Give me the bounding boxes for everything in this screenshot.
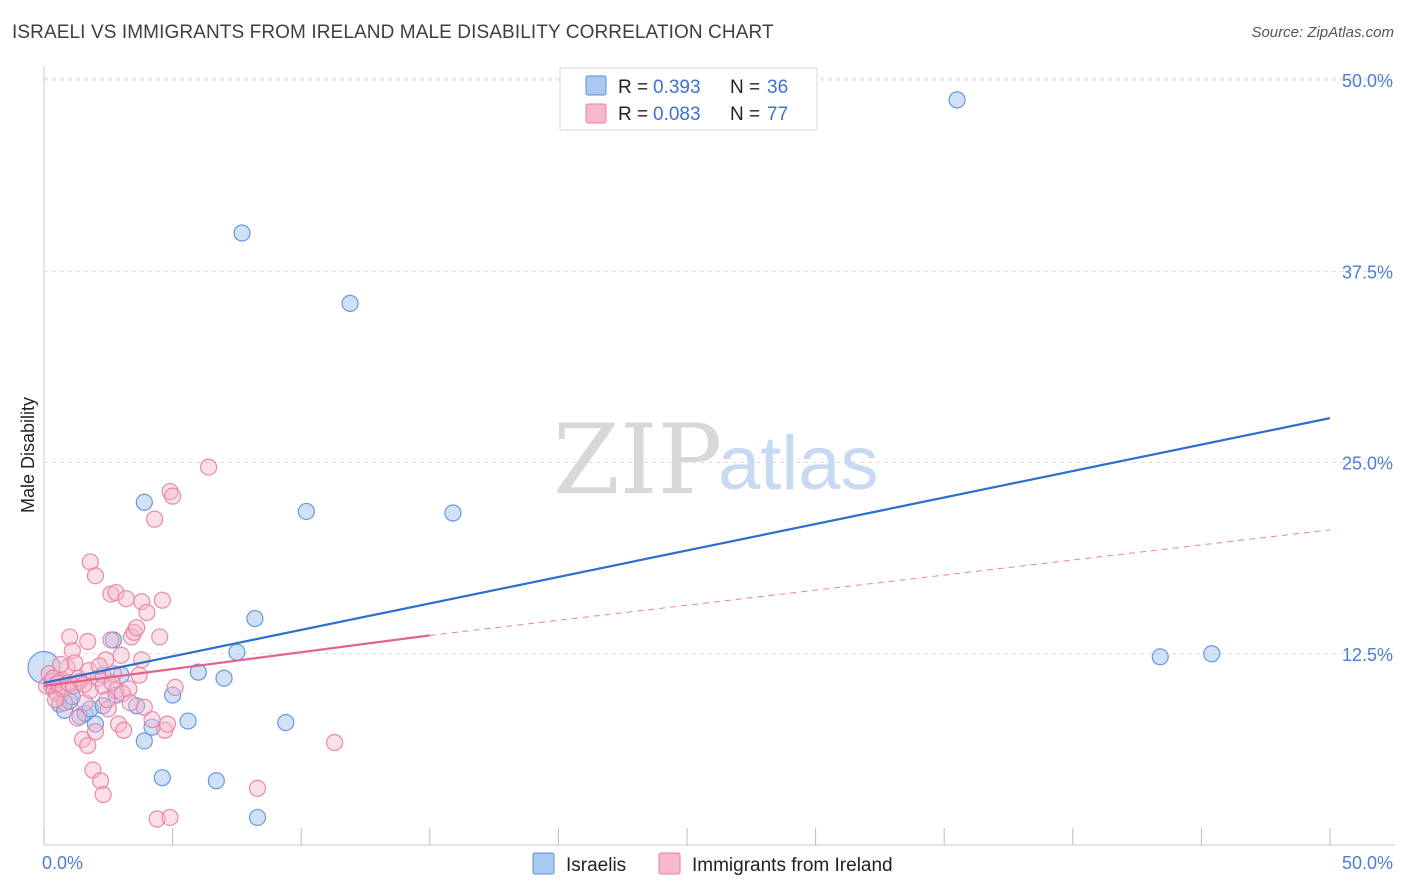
ireland-point [102, 631, 120, 649]
x-tick-label-max: 50.0% [1342, 853, 1393, 873]
legend-r-value-0: 0.393 [653, 77, 701, 98]
ireland-point [145, 510, 164, 528]
legend-n-value-0: 36 [767, 77, 788, 98]
ireland-point [133, 651, 151, 669]
israelis-point [948, 91, 966, 109]
israelis-point [341, 294, 359, 312]
ireland-point [115, 721, 133, 739]
bottom-legend: Israelis Immigrants from Ireland [532, 852, 893, 876]
israelis-point [277, 713, 295, 732]
israelis-point [215, 669, 233, 687]
ireland-point [121, 694, 139, 712]
ireland-point [151, 628, 169, 646]
ireland-point [52, 655, 70, 674]
bottom-legend-label-ireland: Immigrants from Ireland [692, 855, 893, 876]
ireland-trend-line-dashed [429, 529, 1331, 636]
ireland-point [133, 593, 151, 611]
israelis-trend-line [43, 417, 1331, 684]
israelis-point [135, 732, 153, 750]
x-tick-label-min: 0.0% [42, 853, 83, 873]
ireland-point [200, 458, 218, 476]
y-tick-label: 37.5% [1342, 262, 1393, 282]
ireland-point [125, 623, 143, 641]
ireland-point [86, 567, 105, 585]
ireland-point [158, 715, 177, 733]
ireland-point [326, 733, 344, 752]
bottom-legend-swatch-ireland [658, 852, 681, 875]
ireland-point [117, 590, 135, 608]
israelis-point [444, 504, 462, 522]
israelis-point [179, 712, 197, 730]
israelis-point [228, 643, 246, 661]
ireland-point [98, 691, 116, 709]
israelis-point [207, 772, 225, 790]
israelis-point [153, 769, 171, 787]
ireland-point [127, 619, 146, 637]
grid-layer [44, 77, 1395, 655]
y-tick-label: 25.0% [1342, 454, 1393, 474]
ireland-point [79, 632, 97, 651]
bottom-legend-label-israelis: Israelis [566, 855, 626, 876]
legend-r-value-1: 0.083 [653, 104, 701, 125]
chart-title: ISRAELI VS IMMIGRANTS FROM IRELAND MALE … [12, 22, 774, 43]
ireland-point [148, 810, 166, 828]
ireland-point [94, 785, 112, 804]
ireland-point [97, 651, 115, 669]
israelis-point [248, 808, 267, 827]
y-axis-label: Male Disability [18, 397, 38, 513]
israelis-point [246, 609, 264, 628]
ireland-point [81, 681, 99, 700]
israelis-point [233, 224, 251, 242]
bottom-legend-swatch-israelis [532, 852, 555, 875]
legend-r-label-0: R = [618, 77, 648, 98]
ireland-point [55, 694, 74, 712]
legend-swatch-israelis [585, 75, 607, 96]
watermark: ZIP atlas [553, 404, 879, 516]
ireland-trend-line-solid [43, 634, 430, 687]
y-tick-label: 50.0% [1342, 71, 1393, 91]
ireland-point [122, 628, 141, 646]
legend: R = 0.393 N = 36 R = 0.083 N = 77 [559, 67, 818, 131]
legend-n-value-1: 77 [767, 104, 788, 125]
ireland-point [164, 487, 182, 505]
trend-layer [43, 417, 1331, 687]
ireland-point [66, 654, 84, 672]
ireland-point [161, 808, 179, 827]
ireland-point [166, 678, 184, 697]
israelis-point [297, 502, 315, 521]
ireland-point [143, 710, 161, 729]
ireland-point [248, 779, 267, 797]
ireland-point [86, 723, 105, 741]
ticks-layer: 12.5% 25.0% 37.5% 50.0% 0.0% 50.0% [42, 71, 1393, 873]
source-credit: Source: ZipAtlas.com [1251, 24, 1394, 41]
watermark-atlas: atlas [718, 421, 879, 506]
ireland-point [112, 646, 130, 664]
axes-layer [43, 66, 1395, 846]
legend-n-label-1: N = [730, 104, 760, 125]
y-tick-label: 12.5% [1342, 645, 1393, 665]
ireland-point [61, 628, 79, 646]
israelis-point [189, 663, 207, 681]
ireland-point [79, 736, 97, 755]
ireland-point [153, 591, 171, 609]
watermark-zip: ZIP [553, 404, 722, 516]
ireland-point [46, 691, 65, 709]
ireland-point [138, 603, 156, 622]
ireland-point [107, 583, 125, 602]
israelis-point [1203, 645, 1221, 663]
legend-n-label-0: N = [730, 77, 760, 98]
israelis-point [1151, 648, 1169, 666]
legend-swatch-ireland [585, 103, 607, 124]
israelis-point [135, 493, 153, 511]
legend-r-label-1: R = [618, 104, 648, 125]
ireland-point [103, 674, 121, 692]
ireland-point [91, 772, 110, 790]
ireland-point [68, 709, 87, 727]
ireland-point [161, 482, 179, 501]
